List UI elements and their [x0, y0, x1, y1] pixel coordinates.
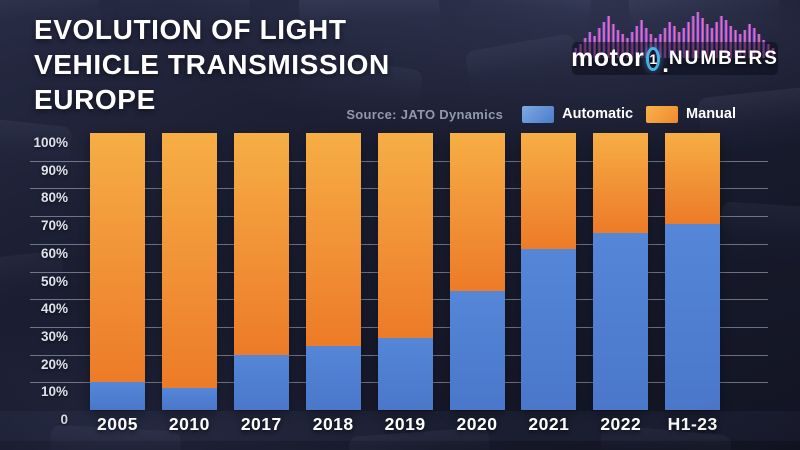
bar-2005 [90, 133, 145, 410]
bar-2010-automatic-segment [161, 387, 217, 410]
x-axis-label-2005: 2005 [97, 414, 138, 434]
bar-h1-23-manual-segment [665, 133, 721, 225]
x-axis-label-h1-23: H1-23 [667, 414, 718, 434]
bar-2021-manual-segment [521, 133, 577, 250]
bar-2022-automatic-segment [593, 232, 649, 410]
bar-2020-automatic-segment [449, 290, 505, 410]
bar-2018-automatic-segment [305, 346, 361, 410]
bar-2019-automatic-segment [377, 337, 433, 410]
bar-2020 [449, 133, 505, 410]
y-axis-label-100: 100% [33, 135, 68, 150]
y-axis-label-40: 40% [40, 301, 68, 317]
x-axis-label-2018: 2018 [312, 414, 354, 434]
bar-2010 [161, 133, 217, 410]
y-axis-label-30: 30% [40, 328, 68, 344]
bar-2005-manual-segment [90, 133, 145, 383]
bar-2021 [521, 133, 577, 410]
bar-h1-23 [665, 133, 721, 410]
x-axis-label-2021: 2021 [528, 414, 570, 434]
bar-2022-manual-segment [593, 133, 649, 233]
y-axis-label-20: 20% [40, 356, 68, 372]
bar-2019 [377, 133, 433, 410]
x-axis-label-2020: 2020 [456, 414, 498, 434]
y-axis-label-70: 70% [40, 218, 68, 234]
bar-2018 [305, 133, 361, 410]
y-axis-label-10: 10% [40, 384, 68, 400]
bar-2005-automatic-segment [90, 382, 145, 410]
bar-2010-manual-segment [161, 133, 217, 388]
bar-2017 [233, 133, 289, 410]
x-axis-label-2017: 2017 [240, 414, 282, 434]
x-axis-label-2010: 2010 [168, 414, 210, 434]
bar-2022 [593, 133, 649, 410]
x-axis-label-2022: 2022 [600, 414, 642, 434]
y-axis-label-50: 50% [40, 273, 68, 289]
bar-2021-automatic-segment [521, 249, 577, 410]
bar-2017-manual-segment [233, 133, 289, 355]
x-axis-label-2019: 2019 [384, 414, 426, 434]
y-axis-label-90: 90% [40, 162, 68, 178]
y-axis-label-80: 80% [40, 190, 68, 206]
bar-2020-manual-segment [449, 133, 505, 291]
bar-2017-automatic-segment [233, 354, 289, 410]
bar-h1-23-automatic-segment [665, 224, 721, 410]
y-axis-label-0: 0 [60, 412, 68, 427]
bar-2018-manual-segment [305, 133, 361, 347]
bar-2019-manual-segment [377, 133, 433, 338]
y-axis-label-60: 60% [40, 245, 68, 261]
